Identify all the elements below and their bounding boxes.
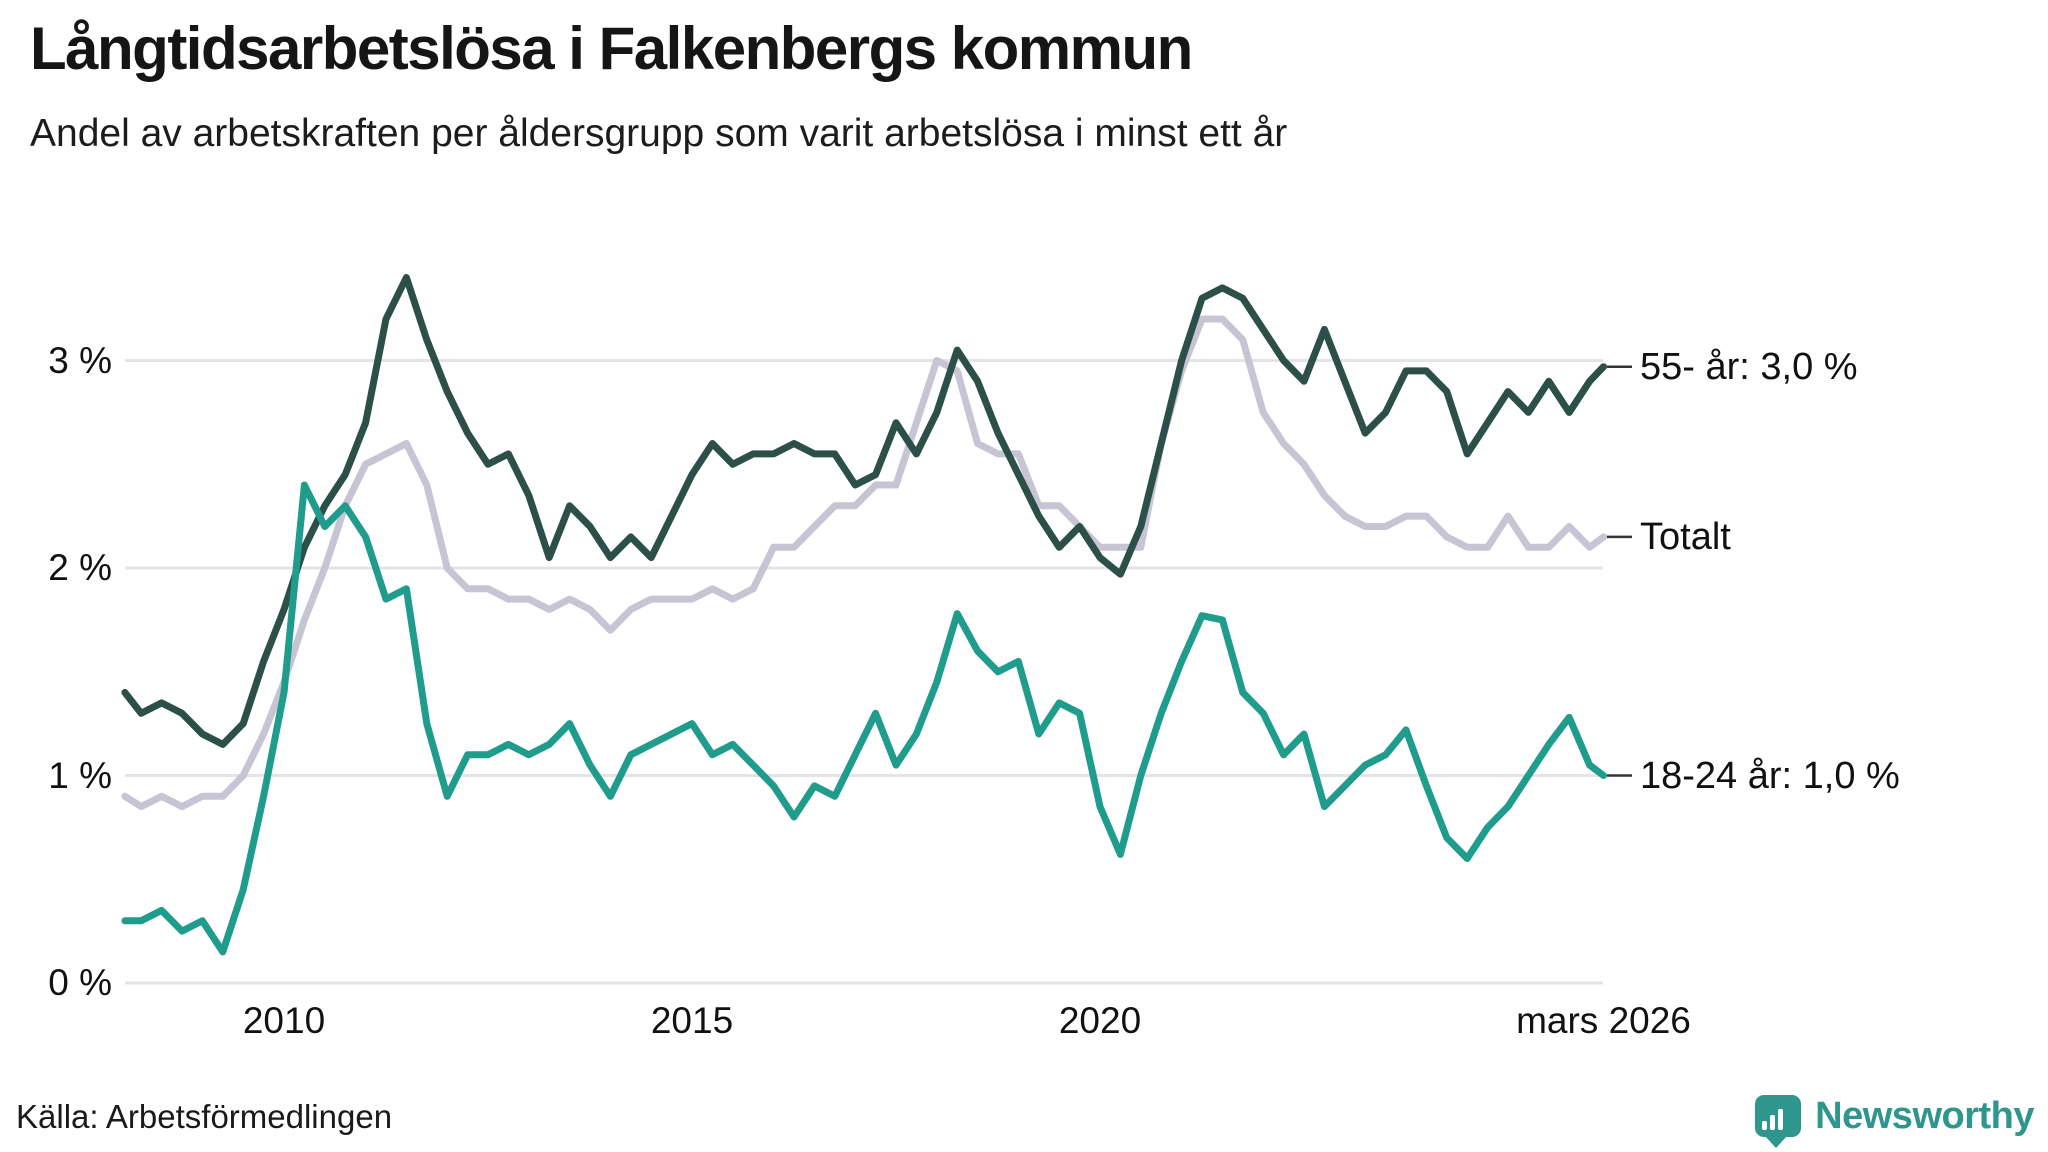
series-label-totalt: Totalt	[1640, 515, 1731, 558]
x-axis-label-2020: 2020	[1058, 1000, 1142, 1041]
bar-chart-icon	[1762, 1109, 1784, 1130]
newsworthy-bubble-icon	[1755, 1095, 1802, 1148]
line-18-24-r	[121, 481, 1607, 956]
y-axis-label-2pct: 2 %	[48, 547, 112, 588]
line-55-r	[121, 274, 1607, 748]
series-label-18-24-r: 18-24 år: 1,0 %	[1640, 754, 1900, 797]
chart-subtitle: Andel av arbetskraften per åldersgrupp s…	[30, 112, 1288, 155]
x-axis-label-2015: 2015	[650, 1000, 734, 1041]
x-axis-label-mars-2026: mars 2026	[1516, 1000, 1691, 1041]
y-axis-label-0pct: 0 %	[48, 962, 112, 1003]
y-axis-label-3pct: 3 %	[48, 339, 112, 381]
line-totalt	[121, 315, 1607, 811]
newsworthy-logo[interactable]: Newsworthy	[1755, 1086, 2034, 1148]
series-label-55-r: 55- år: 3,0 %	[1640, 345, 1858, 388]
newsworthy-wordmark: Newsworthy	[1815, 1094, 2034, 1137]
source-note: Källa: Arbetsförmedlingen	[16, 1098, 393, 1135]
y-axis-label-1pct: 1 %	[48, 754, 112, 796]
x-axis-label-2010: 2010	[242, 1000, 326, 1041]
chart-title: Långtidsarbetslösa i Falkenbergs kommun	[30, 15, 1193, 82]
